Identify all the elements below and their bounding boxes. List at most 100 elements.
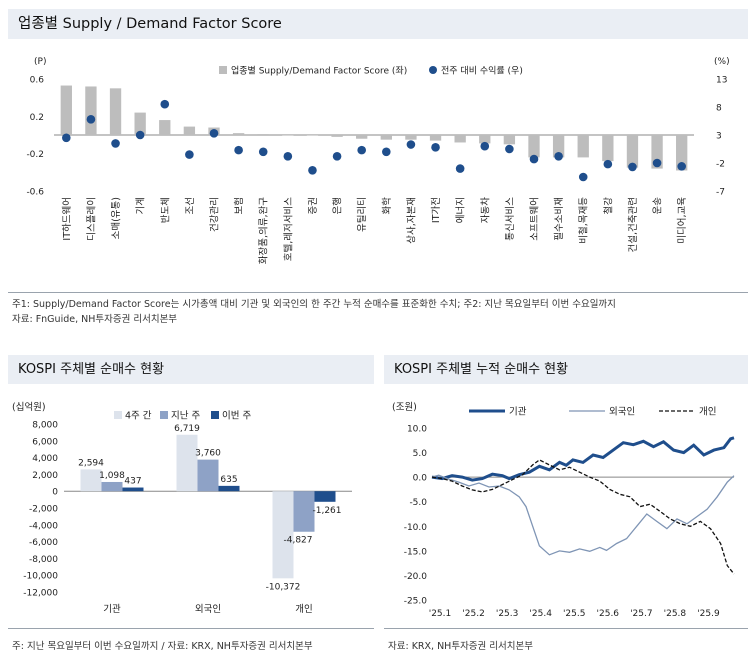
y-axis-unit: (십억원) [12,401,46,413]
x-tick-label: '25.4 [529,609,552,619]
y-tick-label: 4,000 [32,454,58,464]
return-dot [455,164,465,173]
series-line-foreign [431,474,735,556]
legend-swatch [114,411,122,419]
net-buy-note: 주: 지난 목요일부터 이번 수요일까지 / 자료: KRX, NH투자증권 리… [12,641,313,652]
cum-net-buy-title: KOSPI 주체별 누적 순매수 현황 [384,355,748,384]
x-tick-label: '25.5 [563,609,586,619]
y-tick-label: -4,000 [29,521,58,531]
sector-label: 디스플레이 [86,197,97,241]
legend-swatch [211,411,219,419]
cum-net-buy-note: 자료: KRX, NH투자증권 리서치본부 [388,641,534,652]
sector-label: 기계 [135,197,147,214]
legend-bar-label: 업종별 Supply/Demand Factor Score (좌) [231,66,407,77]
return-dot [677,162,686,171]
return-dot [62,133,71,143]
legend-swatch [160,411,168,419]
score-bar [602,135,614,162]
bar-value-label: 1,098 [99,471,125,481]
net-buy-bar [197,459,219,492]
sector-label: 보험 [234,197,245,214]
return-dot [578,172,588,182]
net-buy-chart: (십억원) 8,000 6,000 4,000 2,000 0 -2,000 -4,000 -6… [12,401,352,615]
sector-label: 증권 [307,197,319,214]
x-tick-label: '25.6 [597,609,620,619]
return-dot [308,165,317,175]
score-bar [183,126,196,135]
y-tick-label: 0.0 [413,474,428,484]
score-bar [676,135,688,171]
score-bar [109,88,122,135]
left-tick-label: 0.6 [30,76,45,86]
y-tick-label: -8,000 [29,555,58,565]
right-tick-label: 8 [716,104,722,114]
return-dot [529,154,539,164]
bar-value-label: -4,827 [283,536,312,546]
y-tick-label: 10.0 [407,425,427,435]
sector-label: 건강관리 [210,197,221,232]
sector-label: 상사,자본재 [406,197,417,244]
series-line-institution [431,436,735,482]
legend-label: 4주 간 [125,411,152,422]
left-axis-unit: (P) [34,57,46,67]
y-tick-label: -15.0 [404,547,428,557]
sector-note-1: 주1: Supply/Demand Factor Score는 시가총액 대비 … [12,299,616,310]
sector-label: 호텔,레저서비스 [282,197,294,261]
right-tick-label: 3 [716,132,722,142]
score-bar [651,135,663,169]
score-bar [85,86,97,135]
score-bar [405,135,417,140]
score-bar [134,112,146,135]
divider [8,292,748,293]
legend-bar-swatch [219,66,227,74]
score-bar [429,135,442,141]
score-bar [380,135,392,140]
net-buy-bar [293,491,315,532]
return-dot [357,145,366,155]
legend-label: 개인 [699,407,716,418]
score-bar [626,135,639,168]
legend-label: 이번 주 [222,411,251,422]
right-tick-label: 13 [716,76,727,86]
right-axis-unit: (%) [714,57,730,67]
return-dot [234,145,243,155]
y-tick-label: -10,000 [23,572,58,582]
score-bar [60,85,72,135]
y-tick-label: 2,000 [32,471,58,481]
sector-label: IT하드웨어 [61,197,73,241]
score-bar [232,133,245,135]
net-buy-bar [122,487,144,492]
net-buy-bar [218,485,240,492]
right-tick-label: -7 [716,188,725,198]
left-tick-label: -0.2 [26,150,44,160]
return-dot [258,147,268,157]
sector-label: 철강 [603,197,614,215]
left-tick-label: -0.6 [26,188,44,198]
bar-value-label: 6,719 [174,424,200,434]
series-line-individual [431,459,735,575]
return-dot [135,130,145,140]
return-dot [505,144,514,154]
net-buy-bar [272,491,294,579]
return-dot [652,158,662,168]
score-bar [454,135,466,143]
return-dot [86,115,96,124]
score-bar [577,135,589,158]
sector-label: 반도체 [160,197,171,223]
return-dot [160,99,170,109]
sector-label: 비철,목재등 [579,197,590,244]
bar-value-label: 3,760 [195,449,221,459]
score-bar [356,135,368,139]
bar-value-label: 635 [220,475,237,485]
legend-label: 외국인 [609,406,635,418]
bar-value-label: -10,372 [266,582,301,592]
right-tick-label: -2 [716,160,725,170]
score-bar [282,135,294,136]
return-dot [283,151,293,161]
bar-value-label: 437 [124,477,141,487]
net-buy-bar [80,469,102,492]
y-axis-unit: (조원) [392,402,417,413]
sector-score-title: 업종별 Supply / Demand Factor Score [8,9,748,39]
score-bar [528,135,540,158]
y-tick-label: -2,000 [29,505,58,515]
